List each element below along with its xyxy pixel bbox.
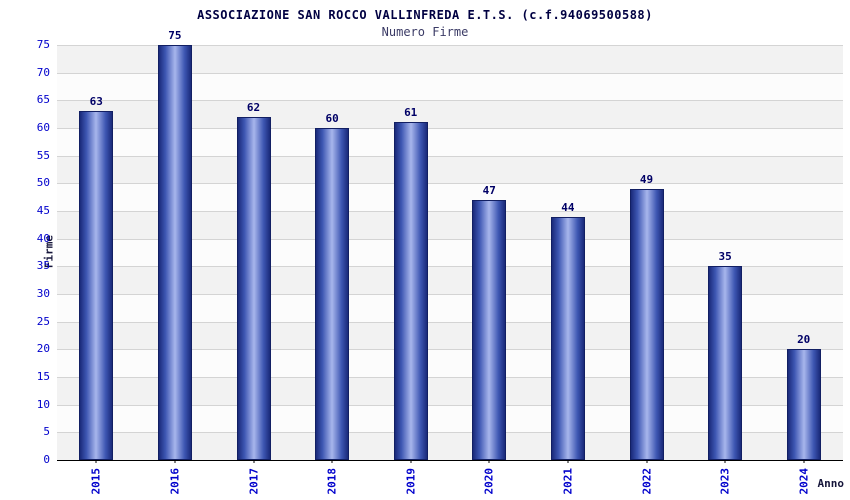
bar-2024: 20 <box>786 333 821 460</box>
gridline <box>57 349 843 351</box>
gridline <box>57 211 843 212</box>
y-tick-label: 25 <box>36 314 50 328</box>
x-tick-label: 2016 <box>168 468 182 495</box>
bar-value-label: 60 <box>325 112 339 125</box>
bar-2019: 61 <box>393 106 428 460</box>
x-tick-mark <box>646 460 647 463</box>
bar-value-label: 62 <box>246 100 261 114</box>
x-axis-label: Anno <box>817 477 845 490</box>
bar-2015: 63 <box>79 95 114 460</box>
gridline <box>57 294 843 295</box>
bar-value-label: 47 <box>482 183 496 197</box>
bar-value-label: 61 <box>404 106 418 120</box>
gridline <box>57 238 843 240</box>
chart-title: ASSOCIAZIONE SAN ROCCO VALLINFREDA E.T.S… <box>197 8 653 22</box>
y-tick-label: 75 <box>36 38 50 51</box>
x-tick-mark <box>567 460 569 463</box>
x-tick-label: 2022 <box>640 468 653 495</box>
gridline <box>57 72 843 74</box>
y-tick-label: 0 <box>43 453 50 466</box>
y-tick-label: 50 <box>36 176 50 190</box>
x-tick-label: 2019 <box>404 468 418 495</box>
bar-2016: 75 <box>157 29 192 460</box>
gridline <box>57 155 843 157</box>
y-tick-label: 20 <box>36 342 50 356</box>
gridline <box>57 377 843 378</box>
bar-value-label: 44 <box>561 200 575 214</box>
gridline <box>57 321 843 323</box>
x-tick-label: 2015 <box>89 468 103 495</box>
bar-2023: 35 <box>708 250 743 460</box>
y-tick-label: 15 <box>36 370 50 383</box>
y-tick-label: 45 <box>36 204 50 217</box>
gridline <box>57 266 843 268</box>
y-tick-label: 60 <box>36 121 50 134</box>
plot-area: Firme 0 5 10 15 20 25 30 35 40 45 50 55 60 65 70 75 63 20… <box>37 29 843 495</box>
x-tick-label: 2018 <box>325 468 339 495</box>
bar-2017: 62 <box>236 101 271 460</box>
x-tick-mark <box>724 460 726 463</box>
bar-2020: 47 <box>472 184 507 460</box>
bar-value-label: 75 <box>168 29 182 42</box>
y-tick-label: 35 <box>36 259 50 273</box>
x-tick-mark <box>488 460 490 463</box>
bar-2018: 60 <box>315 112 350 460</box>
gridline <box>57 128 843 129</box>
gridline <box>57 183 843 185</box>
x-tick-label: 2023 <box>718 468 732 495</box>
x-tick-mark <box>410 460 412 463</box>
x-tick-label: 2021 <box>561 468 575 495</box>
y-tick-label: 10 <box>36 397 50 411</box>
gridline <box>57 432 843 434</box>
y-tick-label: 30 <box>36 287 50 300</box>
y-tick-label: 70 <box>36 65 50 79</box>
y-tick-label: 55 <box>36 148 50 162</box>
gridline <box>57 404 843 406</box>
x-tick-label: 2024 <box>797 468 811 495</box>
x-tick-mark <box>95 460 97 463</box>
chart-subtitle: Numero Firme <box>381 25 469 39</box>
bar-value-label: 35 <box>718 250 732 264</box>
gridline <box>57 100 843 102</box>
bar-2021: 44 <box>550 201 585 460</box>
x-tick-label: 2017 <box>247 468 260 495</box>
bar-value-label: 63 <box>89 95 103 109</box>
x-tick-mark <box>803 460 805 463</box>
x-tick-mark <box>174 460 176 463</box>
bar-value-label: 49 <box>639 172 654 186</box>
y-tick-label: 40 <box>36 231 50 245</box>
x-tick-mark <box>253 460 254 463</box>
gridline <box>57 45 843 46</box>
bar-2022: 49 <box>629 173 664 460</box>
y-tick-label: 5 <box>43 425 50 439</box>
y-tick-label: 65 <box>36 93 50 107</box>
bar-value-label: 20 <box>797 333 811 347</box>
x-tick-label: 2020 <box>482 468 496 495</box>
x-tick-mark <box>331 460 333 463</box>
